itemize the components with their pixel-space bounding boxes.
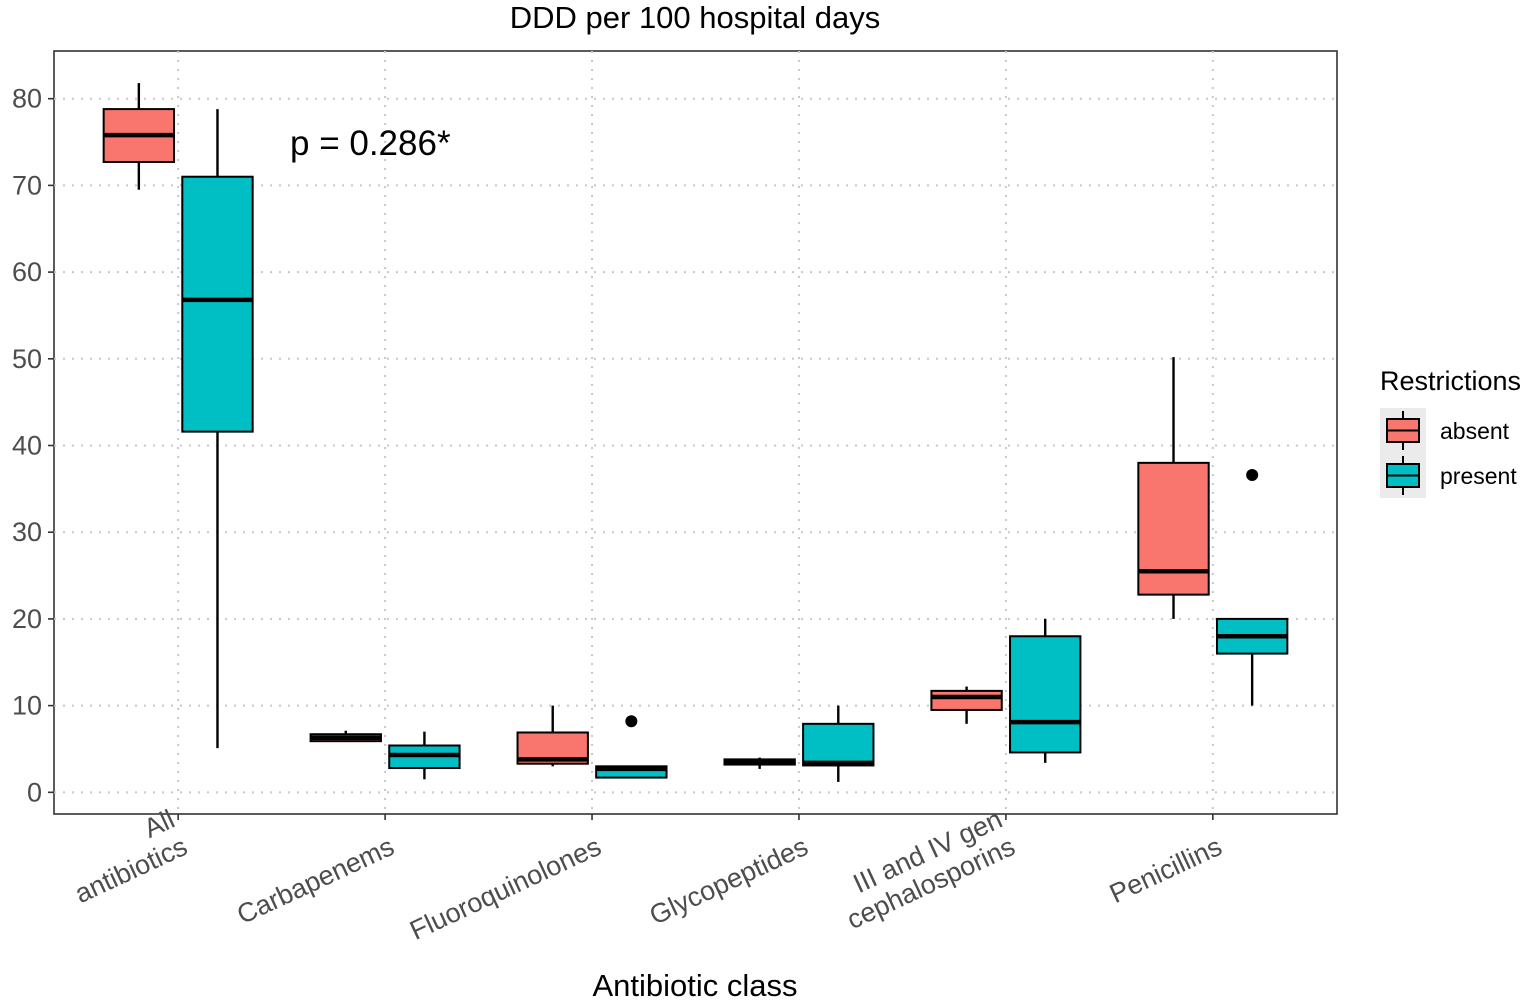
iqr-box bbox=[802, 722, 875, 767]
y-tick-label: 20 bbox=[12, 604, 42, 634]
y-tick-label: 30 bbox=[12, 517, 42, 547]
x-axis: Allantibiotics Carbapenems Fluoroquinolone… bbox=[58, 804, 1226, 946]
chart-title: DDD per 100 hospital days bbox=[510, 0, 880, 35]
legend-label: absent bbox=[1440, 418, 1510, 444]
x-tick-label: Allantibiotics bbox=[58, 804, 192, 909]
box-present bbox=[1215, 468, 1289, 706]
x-tick-label: Carbapenems bbox=[232, 831, 398, 930]
x-tick-label: Glycopeptides bbox=[645, 831, 813, 931]
x-tick-label: Penicillins bbox=[1105, 831, 1226, 909]
legend-entry-present: present bbox=[1380, 453, 1517, 498]
x-tick-label-line: Carbapenems bbox=[232, 831, 398, 930]
box-present bbox=[388, 731, 461, 780]
y-tick-label: 80 bbox=[12, 84, 42, 114]
box-absent bbox=[1137, 357, 1210, 619]
box-absent bbox=[723, 757, 796, 769]
box-present bbox=[802, 705, 875, 782]
box-present bbox=[1009, 618, 1082, 763]
y-tick-label: 50 bbox=[12, 344, 42, 374]
y-tick-label: 10 bbox=[12, 691, 42, 721]
x-tick-label-line: Penicillins bbox=[1105, 831, 1226, 909]
box-present bbox=[181, 109, 254, 749]
grid-lines bbox=[54, 51, 1337, 814]
box-absent bbox=[516, 705, 589, 767]
iqr-box bbox=[181, 175, 254, 433]
legend-label: present bbox=[1440, 463, 1517, 489]
y-tick-label: 40 bbox=[12, 431, 42, 461]
box-layer bbox=[102, 83, 1289, 782]
y-tick-label: 60 bbox=[12, 257, 42, 287]
p-value-annotation: p = 0.286* bbox=[290, 124, 451, 163]
iqr-box bbox=[1137, 461, 1210, 596]
y-tick-label: 0 bbox=[27, 777, 42, 807]
x-tick-label-line: Fluoroquinolones bbox=[405, 831, 605, 946]
outlier-point bbox=[625, 715, 638, 728]
box-absent bbox=[102, 83, 176, 190]
iqr-box bbox=[930, 689, 1003, 711]
box-absent bbox=[930, 686, 1003, 724]
x-tick-label-line: Glycopeptides bbox=[645, 831, 813, 931]
legend-title: Restrictions bbox=[1380, 366, 1521, 396]
y-tick-label: 70 bbox=[12, 170, 42, 200]
outlier-point bbox=[1246, 468, 1259, 481]
legend-entry-absent: absent bbox=[1380, 408, 1510, 453]
x-tick-label: Fluoroquinolones bbox=[405, 831, 605, 946]
iqr-box bbox=[595, 765, 668, 779]
legend: Restrictions absent present bbox=[1380, 366, 1521, 498]
y-axis: 0 10 20 30 40 50 60 70 80 bbox=[12, 84, 54, 807]
plot-panel bbox=[53, 50, 1338, 815]
box-absent bbox=[309, 730, 382, 743]
x-tick-label: III and IV gencephalosporins bbox=[830, 804, 1020, 935]
x-axis-title: Antibiotic class bbox=[592, 968, 797, 1002]
x-tick-label-line: antibiotics bbox=[70, 831, 192, 909]
iqr-box bbox=[1009, 635, 1082, 754]
box-present bbox=[595, 715, 668, 779]
